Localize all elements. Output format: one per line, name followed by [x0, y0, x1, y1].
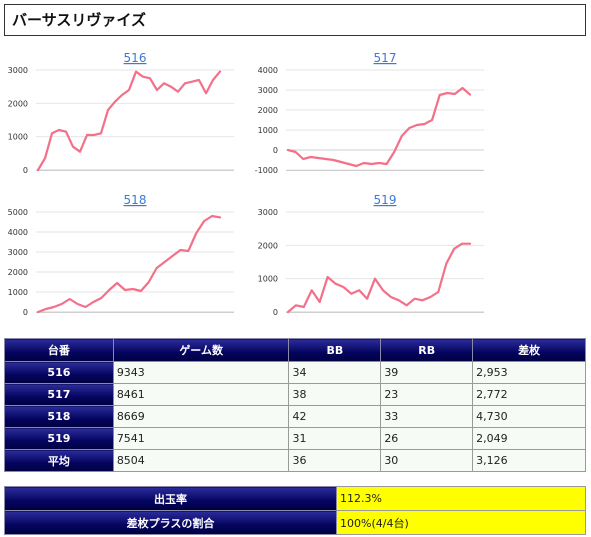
payout-label: 出玉率 [4, 486, 337, 511]
summary-row-plus-ratio: 差枚プラスの割合 100%(4/4台) [4, 510, 586, 535]
y-tick-label: 3000 [8, 248, 28, 257]
y-tick-label: -1000 [255, 166, 278, 175]
cell-machine: 516 [4, 361, 114, 384]
y-tick-label: 1000 [258, 126, 278, 135]
cell-machine: 517 [4, 383, 114, 406]
table-row: 519 7541 31 26 2,049 [4, 427, 586, 450]
col-header-diff: 差枚 [472, 338, 586, 362]
chart-title-link[interactable]: 517 [374, 51, 397, 65]
col-header-games: ゲーム数 [112, 338, 290, 362]
table-row: 517 8461 38 23 2,772 [4, 383, 586, 406]
col-header-rb: RB [380, 338, 474, 362]
chart-516: 516 0 1000 2000 3000 [0, 48, 240, 188]
chart-title-link[interactable]: 519 [374, 193, 397, 207]
summary-row-payout: 出玉率 112.3% [4, 486, 586, 511]
table-row: 518 8669 42 33 4,730 [4, 405, 586, 428]
y-tick-label: 3000 [8, 66, 28, 75]
y-tick-label: 2000 [8, 99, 28, 108]
cell-rb: 26 [380, 427, 474, 450]
col-header-machine: 台番 [4, 338, 114, 362]
cell-games: 7541 [112, 427, 290, 450]
series-line [286, 86, 472, 168]
chart-518-svg: 518 0 1000 2000 3000 4000 5000 [8, 193, 234, 317]
plus-ratio-label: 差枚プラスの割合 [4, 510, 337, 535]
cell-bb: 31 [288, 427, 382, 450]
cell-games: 8461 [112, 383, 290, 406]
y-tick-label: 1000 [8, 133, 28, 142]
chart-516-svg: 516 0 1000 2000 3000 [8, 51, 234, 175]
cell-machine: 518 [4, 405, 114, 428]
y-tick-label: 4000 [258, 66, 278, 75]
chart-title-link[interactable]: 518 [124, 193, 147, 207]
y-tick-label: 4000 [8, 228, 28, 237]
cell-machine: 平均 [4, 449, 114, 472]
y-tick-label: 2000 [258, 241, 278, 250]
chart-517: 517 -1000 0 1000 2000 3000 4000 [250, 48, 490, 188]
table-row: 516 9343 34 39 2,953 [4, 361, 586, 384]
y-tick-label: 2000 [8, 268, 28, 277]
cell-bb: 36 [288, 449, 382, 472]
chart-517-svg: 517 -1000 0 1000 2000 3000 4000 [255, 51, 484, 175]
payout-value: 112.3% [336, 486, 586, 511]
col-header-bb: BB [288, 338, 382, 362]
cell-machine: 519 [4, 427, 114, 450]
y-tick-label: 1000 [258, 275, 278, 284]
cell-diff: 2,953 [472, 361, 586, 384]
y-tick-label: 5000 [8, 208, 28, 217]
cell-rb: 30 [380, 449, 474, 472]
y-tick-label: 0 [23, 166, 28, 175]
cell-rb: 23 [380, 383, 474, 406]
page-title: バーサスリヴァイズ [4, 4, 586, 36]
y-tick-label: 0 [273, 146, 278, 155]
chart-519-svg: 519 0 1000 2000 3000 [258, 193, 484, 317]
cell-diff: 3,126 [472, 449, 586, 472]
cell-bb: 38 [288, 383, 382, 406]
chart-title-link[interactable]: 516 [124, 51, 147, 65]
cell-diff: 2,772 [472, 383, 586, 406]
cell-games: 9343 [112, 361, 290, 384]
cell-diff: 2,049 [472, 427, 586, 450]
cell-bb: 34 [288, 361, 382, 384]
table-row-average: 平均 8504 36 30 3,126 [4, 449, 586, 472]
cell-games: 8504 [112, 449, 290, 472]
series-line [36, 70, 222, 172]
cell-diff: 4,730 [472, 405, 586, 428]
series-line [36, 214, 222, 314]
cell-bb: 42 [288, 405, 382, 428]
y-tick-label: 3000 [258, 208, 278, 217]
y-tick-label: 0 [23, 308, 28, 317]
chart-518: 518 0 1000 2000 3000 4000 5000 [0, 190, 240, 330]
cell-rb: 33 [380, 405, 474, 428]
y-tick-label: 3000 [258, 86, 278, 95]
chart-519: 519 0 1000 2000 3000 [250, 190, 490, 330]
stats-header-row: 台番 ゲーム数 BB RB 差枚 [4, 338, 586, 362]
cell-games: 8669 [112, 405, 290, 428]
summary-table: 出玉率 112.3% 差枚プラスの割合 100%(4/4台) [4, 486, 586, 535]
stats-table: 台番 ゲーム数 BB RB 差枚 516 9343 34 39 2,953 51… [4, 338, 586, 472]
cell-rb: 39 [380, 361, 474, 384]
plus-ratio-value: 100%(4/4台) [336, 510, 586, 535]
y-tick-label: 0 [273, 308, 278, 317]
y-tick-label: 1000 [8, 288, 28, 297]
y-tick-label: 2000 [258, 106, 278, 115]
series-line [286, 242, 472, 314]
